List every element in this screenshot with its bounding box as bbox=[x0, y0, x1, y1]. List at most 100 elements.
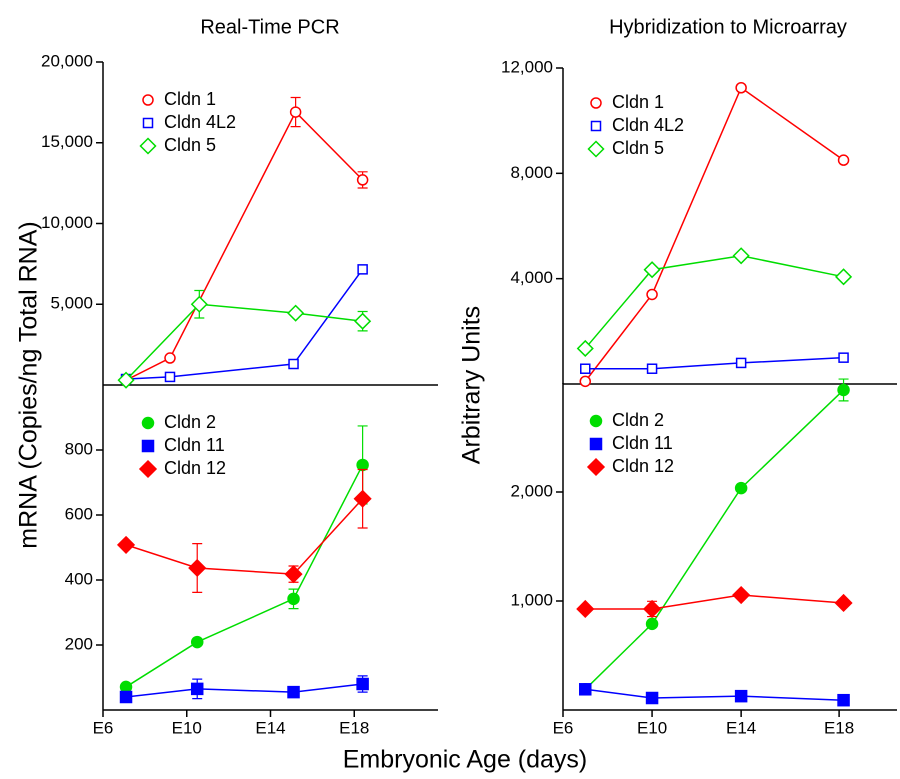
legend-label: Cldn 12 bbox=[164, 458, 226, 478]
data-point bbox=[732, 585, 751, 605]
data-point bbox=[643, 599, 662, 619]
panel-title: Real-Time PCR bbox=[200, 16, 339, 38]
series-line bbox=[125, 303, 363, 381]
data-point bbox=[288, 358, 299, 370]
legend-marker bbox=[142, 94, 154, 106]
legend-label: Cldn 11 bbox=[164, 435, 225, 455]
legend-marker bbox=[586, 457, 606, 477]
legend-marker bbox=[589, 437, 603, 451]
series-line bbox=[125, 498, 364, 575]
data-point bbox=[734, 689, 748, 703]
data-point bbox=[354, 312, 372, 330]
y-tick-label: 5,000 bbox=[50, 294, 93, 313]
y-tick-label: 600 bbox=[65, 504, 93, 523]
x-tick-label: E14 bbox=[255, 718, 285, 737]
data-point bbox=[117, 371, 135, 389]
data-point bbox=[356, 677, 369, 691]
x-axis-label: Embryonic Age (days) bbox=[343, 746, 588, 774]
y-tick-label: 200 bbox=[65, 634, 93, 653]
legend-marker bbox=[141, 416, 155, 430]
panel-title: Hybridization to Microarray bbox=[609, 16, 847, 38]
data-point bbox=[164, 371, 176, 383]
data-point bbox=[353, 489, 372, 508]
data-point bbox=[116, 535, 136, 554]
data-point bbox=[357, 264, 368, 275]
series-line bbox=[585, 688, 844, 701]
data-point bbox=[643, 261, 661, 279]
legend-label: Cldn 5 bbox=[612, 138, 664, 158]
x-tick-label: E6 bbox=[553, 718, 574, 737]
x-tick-label: E18 bbox=[339, 718, 369, 737]
y-tick-label: 8,000 bbox=[510, 163, 553, 182]
y-tick-label: 4,000 bbox=[510, 268, 553, 287]
data-point bbox=[287, 592, 300, 606]
data-point bbox=[579, 375, 592, 388]
legend-marker bbox=[139, 137, 157, 155]
series-line bbox=[125, 110, 364, 381]
data-point bbox=[837, 383, 850, 397]
data-point bbox=[646, 363, 658, 374]
data-point bbox=[190, 682, 204, 696]
data-point bbox=[289, 106, 302, 118]
data-point bbox=[580, 363, 591, 374]
series-line bbox=[584, 254, 844, 349]
x-tick-label: E6 bbox=[93, 718, 114, 737]
data-point bbox=[287, 304, 305, 322]
data-point bbox=[576, 599, 595, 619]
data-point bbox=[164, 352, 176, 364]
legend-marker bbox=[587, 140, 605, 158]
data-point bbox=[356, 458, 369, 472]
legend-marker bbox=[590, 120, 602, 132]
y-tick-label: 400 bbox=[65, 569, 93, 588]
series-line bbox=[584, 86, 844, 382]
data-point bbox=[838, 352, 849, 363]
y-tick-label: 10,000 bbox=[41, 213, 93, 232]
y-tick-label: 12,000 bbox=[501, 57, 553, 76]
data-point bbox=[834, 268, 853, 286]
data-point bbox=[646, 288, 658, 301]
x-tick-label: E14 bbox=[726, 718, 756, 737]
series-line bbox=[585, 356, 844, 370]
data-point bbox=[190, 295, 208, 313]
legend-label: Cldn 12 bbox=[612, 456, 674, 476]
y-tick-label: 20,000 bbox=[41, 51, 93, 70]
legend-label: Cldn 4L2 bbox=[612, 115, 684, 135]
series-line bbox=[585, 594, 844, 610]
legend-marker bbox=[589, 414, 603, 428]
data-point bbox=[645, 691, 659, 705]
x-tick-label: E18 bbox=[824, 718, 854, 737]
data-point bbox=[732, 247, 750, 265]
series-line bbox=[125, 683, 363, 698]
legend-label: Cldn 11 bbox=[612, 433, 673, 453]
y-axis-label: mRNA (Copies/ng Total RNA) bbox=[15, 221, 43, 548]
data-point bbox=[190, 635, 204, 649]
data-point bbox=[834, 593, 853, 613]
data-point bbox=[356, 174, 369, 186]
data-point bbox=[837, 693, 850, 707]
legend-marker bbox=[141, 439, 155, 453]
legend-marker bbox=[142, 117, 154, 129]
data-point bbox=[284, 565, 303, 584]
data-point bbox=[735, 357, 747, 369]
legend-label: Cldn 1 bbox=[164, 89, 216, 109]
data-point bbox=[579, 683, 592, 696]
legend-marker bbox=[138, 459, 158, 479]
legend-marker bbox=[590, 97, 602, 109]
legend-label: Cldn 2 bbox=[164, 412, 216, 432]
legend-label: Cldn 4L2 bbox=[164, 112, 236, 132]
y-tick-label: 1,000 bbox=[510, 590, 553, 609]
series-line bbox=[584, 389, 845, 690]
legend-label: Cldn 1 bbox=[612, 92, 664, 112]
y-tick-label: 800 bbox=[65, 439, 93, 458]
x-tick-label: E10 bbox=[172, 718, 202, 737]
x-tick-label: E10 bbox=[637, 718, 667, 737]
data-point bbox=[734, 481, 748, 495]
data-point bbox=[837, 154, 850, 166]
y-axis-label: Arbitrary Units bbox=[458, 306, 486, 464]
data-point bbox=[287, 685, 300, 699]
y-tick-label: 15,000 bbox=[41, 132, 93, 151]
series-line bbox=[125, 464, 364, 688]
legend-label: Cldn 2 bbox=[612, 410, 664, 430]
data-point bbox=[188, 558, 207, 578]
